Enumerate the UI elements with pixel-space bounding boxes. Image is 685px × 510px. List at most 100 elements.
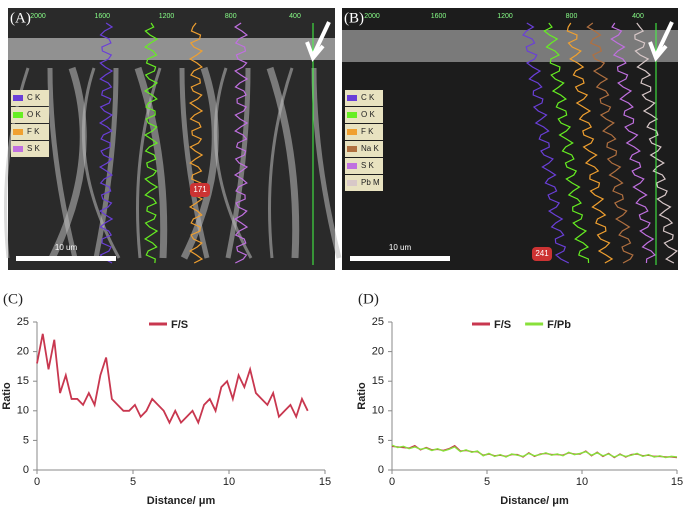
scan-line [233,22,249,264]
scan-tick: 800 [566,13,578,20]
scan-line [566,22,614,264]
texture [81,67,121,259]
y-tick-label: 20 [372,346,384,358]
panel-label: (D) [358,291,379,307]
legend-bg [345,90,383,106]
panel-label: (A) [10,10,31,26]
scale-label: 10 um [389,243,412,252]
legend-swatch [347,95,357,101]
texture [4,67,30,259]
y-tick-label: 15 [17,375,29,387]
legend-label: F/S [171,319,188,331]
y-tick-label: 0 [378,464,384,476]
legend-bg [11,90,49,106]
legend-bg [345,107,383,123]
marker-label: 241 [535,249,549,258]
legend-bg [11,107,49,123]
y-tick-label: 10 [372,405,384,417]
legend-label: F/Pb [547,319,571,331]
texture [268,67,294,259]
legend-swatch [347,163,357,169]
x-axis-title: Distance/ μm [147,495,216,507]
scan-line [143,22,159,264]
scan-line [188,22,204,264]
scan-tick: 1600 [94,13,110,20]
legend-bg [345,175,383,191]
scan-tick: 2000 [30,13,46,20]
legend-label: O K [361,110,375,119]
texture [136,67,162,259]
legend-label: F K [361,127,374,136]
texture [311,67,342,259]
scale-label: 10 um [55,243,78,252]
legend-label: C K [27,93,41,102]
y-tick-label: 15 [372,375,384,387]
marker-label: 171 [193,185,207,194]
y-tick-label: 25 [17,316,29,328]
legend-swatch [13,112,23,118]
panel-label: (B) [344,10,364,26]
legend-swatch [13,146,23,152]
x-axis-title: Distance/ μm [500,495,569,507]
x-tick-label: 0 [389,476,395,488]
legend-label: Na K [361,144,379,153]
arrow [648,21,674,62]
texture [213,67,253,259]
y-tick-label: 10 [17,405,29,417]
x-tick-label: 15 [319,476,331,488]
scan-line [543,22,590,264]
legend-label: C K [361,93,375,102]
y-axis-title: Ratio [356,382,368,410]
scan-tick: 400 [289,13,301,20]
legend-swatch [347,146,357,152]
y-tick-label: 20 [17,346,29,358]
marker-badge [190,183,210,197]
scan-line [586,22,634,264]
marker-badge [532,247,552,261]
scan-tick: 1200 [497,13,513,20]
texture [48,66,87,260]
legend-label: F K [27,127,40,136]
data-line [36,333,309,426]
legend-label: Pb M [361,178,380,187]
x-tick-label: 15 [671,476,683,488]
texture [134,66,168,259]
x-tick-label: 0 [34,476,40,488]
y-tick-label: 5 [23,434,29,446]
texture [225,67,251,259]
scan-tick: 1200 [159,13,175,20]
legend-swatch [13,95,23,101]
scan-tick: 800 [225,13,237,20]
data-line [391,444,678,459]
legend-bg [345,124,383,140]
bright-band [8,38,335,60]
scan-tick: 1600 [431,13,447,20]
legend-label: S K [27,144,41,153]
scan-line [522,22,570,264]
legend-label: S K [361,161,375,170]
legend-label: F/S [494,319,511,331]
legend-swatch [347,129,357,135]
scale-bar [350,256,450,261]
legend-bg [11,141,49,157]
scan-tick: 2000 [364,13,380,20]
legend-swatch [347,112,357,118]
x-tick-label: 5 [130,476,136,488]
scan-tick: 400 [632,13,644,20]
scan-line [610,22,656,264]
bright-band [342,30,678,62]
y-tick-label: 5 [378,434,384,446]
legend-bg [11,124,49,140]
y-axis-title: Ratio [1,382,13,410]
texture [93,67,119,259]
x-tick-label: 5 [484,476,490,488]
scan-line [98,22,114,264]
legend-swatch [347,180,357,186]
texture [47,67,78,259]
panel-label: (C) [3,291,23,307]
scan-line [634,22,678,264]
legend-bg [345,141,383,157]
legend-label: O K [27,110,41,119]
x-tick-label: 10 [576,476,588,488]
